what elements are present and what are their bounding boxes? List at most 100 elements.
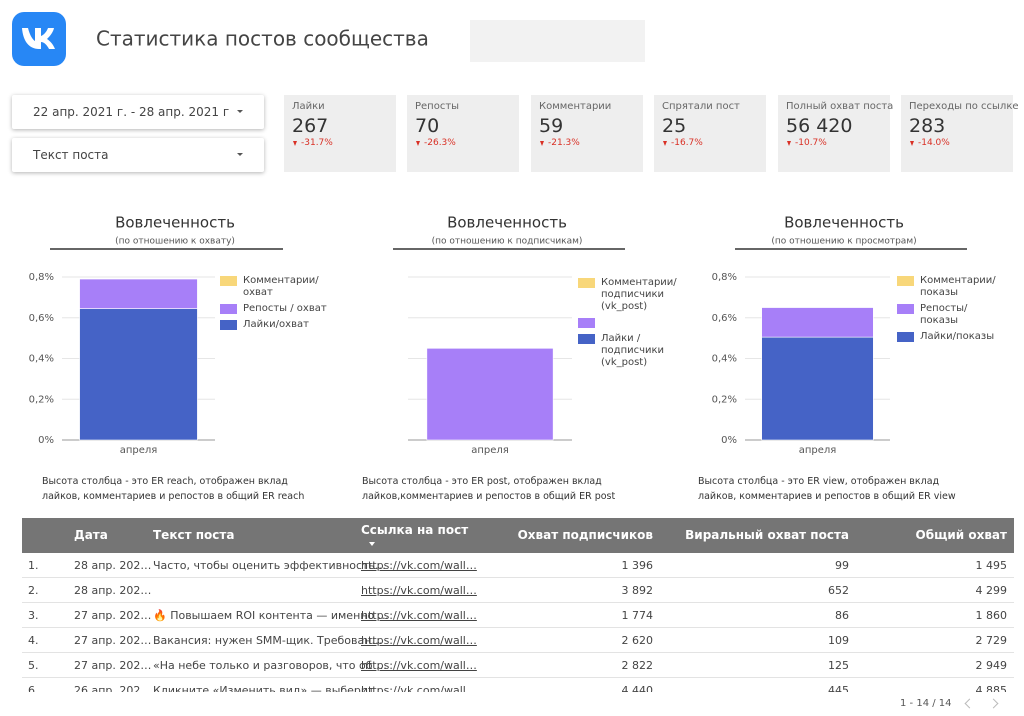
kpi-card: Комментарии 59 -21.3%: [531, 95, 643, 172]
table-cell: 4.: [28, 634, 39, 647]
dropdown-arrow: [237, 153, 243, 156]
legend-item: Репосты/показы: [897, 303, 997, 327]
kpi-label: Переходы по ссылке: [909, 101, 1019, 112]
kpi-card: Репосты 70 -26.3%: [407, 95, 519, 172]
table-cell: 4 885: [975, 684, 1008, 692]
column-header[interactable]: Виральный охват поста: [685, 528, 849, 542]
table-cell: 2 949: [975, 659, 1008, 672]
y-tick-label: 0,4%: [29, 354, 54, 365]
bar-segment: [761, 336, 874, 441]
post-link[interactable]: https://vk.com/wall…: [361, 659, 477, 672]
legend: Комментарии/ подписчики (vk_post) Лайки /…: [578, 277, 677, 373]
table-cell: 4 299: [975, 584, 1008, 597]
legend-swatch: [578, 278, 595, 288]
y-tick-label: 0,6%: [712, 313, 737, 324]
table-cell: 652: [828, 584, 849, 597]
y-tick-label: 0,8%: [712, 272, 737, 283]
legend-item: Лайки/охват: [220, 319, 345, 331]
kpi-label: Полный охват поста: [786, 101, 894, 112]
legend-item: Лайки / подписчики (vk_post): [578, 333, 664, 369]
kpi-card: Полный охват поста 56 420 -10.7%: [778, 95, 894, 172]
kpi-delta: -31.7%: [301, 138, 333, 148]
column-header[interactable]: Охват подписчиков: [517, 528, 653, 542]
table-row: 1. 28 апр. 202… Часто, чтобы оценить эффек…: [22, 553, 1014, 578]
kpi-value: 56 420: [786, 115, 853, 137]
column-header[interactable]: Общий охват: [915, 528, 1007, 542]
post-link[interactable]: https://vk.com/wall…: [361, 684, 477, 692]
column-header[interactable]: Дата: [74, 528, 108, 542]
kpi-label: Лайки: [292, 101, 325, 112]
y-tick-label: 0,4%: [712, 354, 737, 365]
bar-segment: [426, 348, 554, 441]
column-header[interactable]: Текст поста: [153, 528, 235, 542]
table-cell: 1 495: [975, 559, 1008, 572]
legend-swatch: [220, 304, 237, 314]
chart-subtitle: (по отношению к подписчикам): [432, 237, 583, 247]
table-cell: Вакансия: нужен SMM-щик. Требован…: [153, 634, 383, 647]
table-cell: 27 апр. 202…: [74, 659, 152, 672]
dropdown-arrow: [237, 110, 243, 113]
kpi-label: Комментарии: [539, 101, 612, 112]
kpi-card: Спрятали пост 25 -16.7%: [654, 95, 766, 172]
legend-label: Комментарии/ показы: [920, 275, 996, 298]
table-row: 4. 27 апр. 202… Вакансия: нужен SMM-щик. Т…: [22, 628, 1014, 653]
kpi-value: 70: [415, 115, 440, 137]
filter-dropdown[interactable]: 22 апр. 2021 г. - 28 апр. 2021 г: [12, 95, 264, 129]
table-cell: 27 апр. 202…: [74, 609, 152, 622]
kpi-value: 267: [292, 115, 329, 137]
chart-note: Высота столбца - это ER reach, отображен…: [42, 476, 305, 502]
table-cell: 125: [828, 659, 849, 672]
kpi-delta: -14.0%: [918, 138, 950, 148]
y-tick-label: 0,8%: [29, 272, 54, 283]
table-cell: 1.: [28, 559, 39, 572]
table-cell: 5.: [28, 659, 39, 672]
y-tick-label: 0,2%: [712, 394, 737, 405]
post-link[interactable]: https://vk.com/wall…: [361, 559, 477, 572]
chart-title: Вовлеченность: [784, 214, 904, 232]
chart-note: Высота столбца - это ER post, отображен …: [362, 476, 616, 502]
table-cell: 🔥 Повышаем ROI контента — именно …: [153, 609, 389, 622]
legend-swatch: [897, 332, 914, 342]
column-header[interactable]: Ссылка на пост: [361, 523, 469, 537]
kpi-delta: -16.7%: [671, 138, 703, 148]
legend-swatch: [578, 334, 595, 344]
table-cell: 3 892: [621, 584, 654, 597]
kpi-down-arrow: [787, 141, 791, 146]
blurred-name: [470, 20, 645, 62]
table-cell: 2.: [28, 584, 39, 597]
kpi-label: Репосты: [415, 101, 460, 112]
table-cell: 26 апр. 202…: [74, 684, 152, 692]
table-row: 5. 27 апр. 202… «На небе только и разговор…: [22, 653, 1014, 678]
table-cell: 3.: [28, 609, 39, 622]
table-cell: 1 774: [621, 609, 654, 622]
chart-note: Высота столбца - это ER view, отображен …: [698, 476, 956, 502]
table-row: 6. 26 апр. 202… Кликните «Изменить вид» — …: [22, 678, 1014, 692]
y-tick-label: 0,6%: [29, 313, 54, 324]
kpi-value: 283: [909, 115, 946, 137]
bar-segment: [761, 307, 874, 338]
legend-item: [578, 317, 660, 329]
table-cell: 2 729: [975, 634, 1008, 647]
table-cell: 1 860: [975, 609, 1008, 622]
table-row: 2. 28 апр. 202… https://vk.com/wall… 3 892 6…: [22, 578, 1014, 603]
kpi-value: 59: [539, 115, 564, 137]
kpi-down-arrow: [293, 141, 297, 146]
post-link[interactable]: https://vk.com/wall…: [361, 609, 477, 622]
filter-dropdown[interactable]: Текст поста: [12, 138, 264, 172]
legend-label: Лайки / подписчики (vk_post): [601, 333, 665, 368]
filter-label: 22 апр. 2021 г. - 28 апр. 2021 г: [33, 105, 230, 119]
table-cell: 27 апр. 202…: [74, 634, 152, 647]
table-cell: 6.: [28, 684, 39, 692]
kpi-down-arrow: [663, 141, 667, 146]
y-tick-label: 0%: [38, 435, 54, 446]
post-link[interactable]: https://vk.com/wall…: [361, 634, 477, 647]
legend-label: Комментарии/ подписчики (vk_post): [601, 277, 677, 312]
chart-subtitle: (по отношению к охвату): [115, 237, 235, 247]
table-cell: 86: [835, 609, 849, 622]
kpi-value: 25: [662, 115, 687, 137]
post-link[interactable]: https://vk.com/wall…: [361, 584, 477, 597]
legend: Комментарии/охват Репосты / охват Лайки/ох…: [220, 275, 345, 335]
legend-label: Лайки/охват: [243, 319, 309, 330]
table-cell: 28 апр. 202…: [74, 559, 152, 572]
data-table: Дата Текст поста Ссылка на пост Охват подпи…: [22, 518, 1014, 692]
